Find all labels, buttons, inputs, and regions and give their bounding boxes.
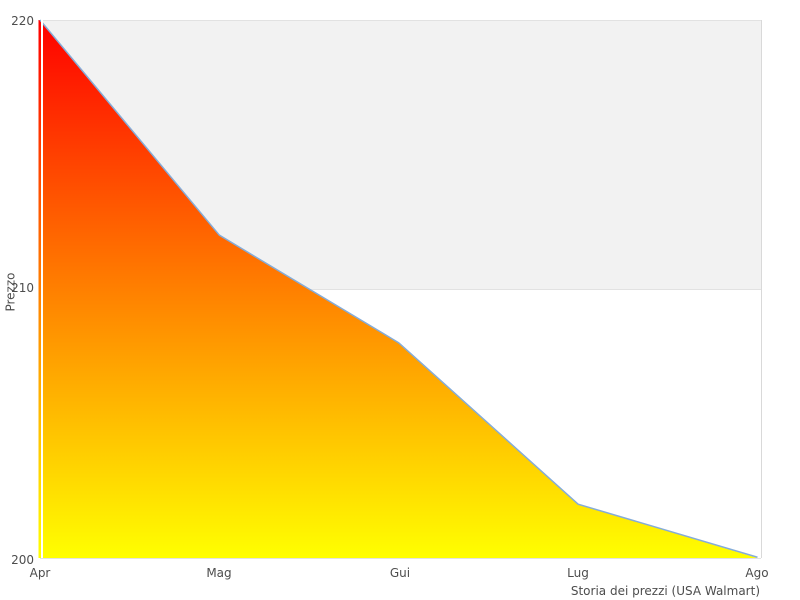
area-fill <box>38 20 758 558</box>
x-tick-label-mag: Mag <box>206 566 232 580</box>
y-axis-title-text: Prezzo <box>4 272 18 312</box>
y-tick-label-200: 200 <box>11 553 34 567</box>
y-tick-label-220: 220 <box>11 14 34 28</box>
area-line <box>39 19 758 558</box>
x-tick-label-ago: Ago <box>745 566 769 580</box>
y-tick-label-210: 210 <box>11 281 34 295</box>
x-axis-title: Storia dei prezzi (USA Walmart) <box>570 584 760 598</box>
x-tick-label-lug: Lug <box>567 566 589 580</box>
x-tick-label-apr: Apr <box>29 566 51 580</box>
x-tick-label-gui: Gui <box>389 566 411 580</box>
